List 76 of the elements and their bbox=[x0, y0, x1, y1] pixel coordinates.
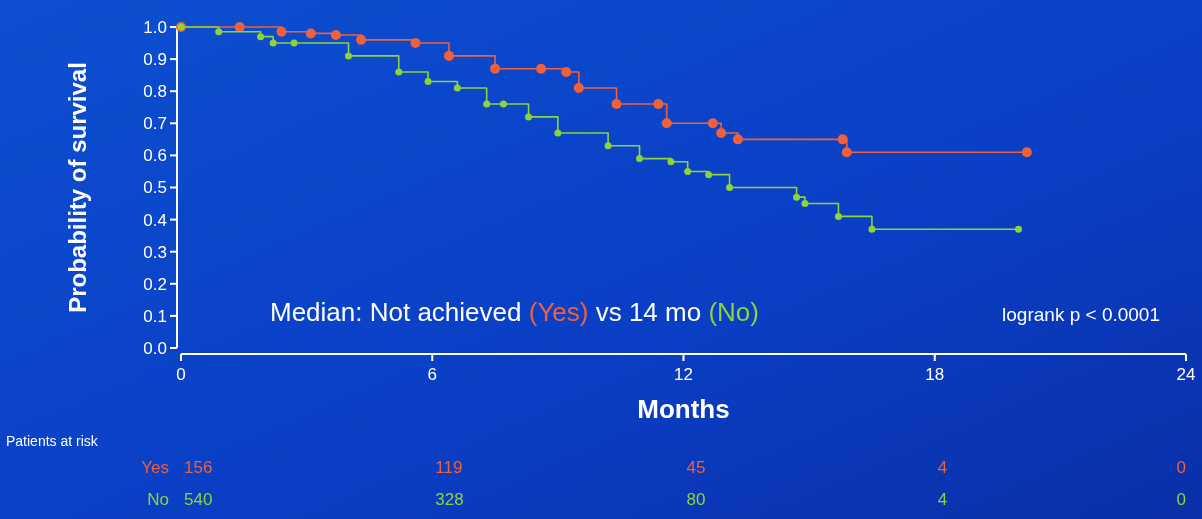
text: 45 bbox=[686, 458, 706, 477]
point bbox=[305, 28, 316, 39]
annotation: logrank p < 0.0001 bbox=[1002, 304, 1160, 325]
point bbox=[726, 184, 734, 191]
point bbox=[667, 158, 675, 166]
point bbox=[573, 82, 584, 93]
point bbox=[276, 26, 287, 37]
text: No bbox=[147, 490, 169, 509]
y-tick-label: 0.3 bbox=[143, 242, 167, 262]
point bbox=[1015, 225, 1022, 233]
y-tick-label: 0.1 bbox=[143, 306, 167, 326]
point bbox=[269, 39, 277, 47]
y-tick-label: 0.8 bbox=[143, 82, 167, 102]
point bbox=[490, 63, 501, 74]
point bbox=[536, 63, 547, 74]
text: 80 bbox=[686, 490, 706, 509]
point bbox=[424, 78, 432, 86]
point bbox=[444, 50, 454, 61]
point bbox=[499, 100, 507, 108]
y-tick-label: 0.5 bbox=[143, 178, 167, 198]
text: 4 bbox=[937, 458, 948, 477]
point bbox=[868, 225, 876, 233]
point bbox=[1021, 147, 1032, 158]
point bbox=[483, 100, 491, 108]
text: 0 bbox=[1176, 490, 1186, 509]
point bbox=[604, 142, 612, 150]
text: 328 bbox=[435, 490, 464, 509]
y-tick-label: 0.0 bbox=[143, 338, 167, 358]
x-tick-label: 12 bbox=[674, 365, 693, 384]
x-tick-label: 6 bbox=[427, 365, 437, 384]
x-tick-label: 24 bbox=[1176, 365, 1196, 384]
point bbox=[554, 129, 562, 137]
text: 156 bbox=[184, 458, 213, 477]
point bbox=[661, 118, 672, 129]
point bbox=[234, 22, 245, 32]
y-tick-label: 0.6 bbox=[143, 146, 167, 166]
point bbox=[684, 167, 692, 175]
point bbox=[801, 200, 809, 208]
point bbox=[716, 127, 727, 138]
point bbox=[410, 38, 421, 49]
text: 0 bbox=[1176, 458, 1186, 477]
point bbox=[345, 52, 352, 60]
point bbox=[356, 34, 367, 45]
text: Yes bbox=[141, 458, 169, 477]
text: Patients at risk bbox=[6, 433, 99, 449]
point bbox=[290, 39, 298, 47]
y-tick-label: 0.7 bbox=[143, 114, 167, 134]
text: 4 bbox=[937, 490, 948, 509]
text: 119 bbox=[435, 458, 463, 477]
point bbox=[561, 66, 572, 77]
point bbox=[707, 118, 718, 129]
point bbox=[330, 30, 341, 41]
point bbox=[793, 193, 801, 201]
point bbox=[653, 99, 664, 110]
point bbox=[841, 147, 852, 158]
point bbox=[732, 134, 743, 145]
y-axis-title: Probability of survival bbox=[64, 62, 91, 313]
point bbox=[636, 155, 644, 163]
y-tick-label: 0.4 bbox=[143, 210, 167, 230]
point bbox=[453, 84, 461, 92]
point bbox=[837, 134, 848, 145]
x-tick-label: 0 bbox=[176, 365, 186, 384]
text: 540 bbox=[184, 490, 213, 509]
annotation: Median: Not achieved (Yes) vs 14 mo (No) bbox=[270, 297, 759, 327]
x-axis-title: Months bbox=[637, 394, 730, 424]
x-tick-label: 18 bbox=[925, 365, 945, 384]
point bbox=[257, 33, 265, 41]
point bbox=[525, 113, 533, 121]
point bbox=[834, 212, 842, 220]
y-tick-label: 1.0 bbox=[143, 17, 167, 37]
y-tick-label: 0.9 bbox=[143, 50, 167, 70]
point bbox=[215, 28, 223, 36]
point bbox=[705, 171, 713, 179]
point bbox=[611, 99, 622, 110]
point bbox=[395, 68, 403, 76]
y-tick-label: 0.2 bbox=[143, 274, 167, 294]
